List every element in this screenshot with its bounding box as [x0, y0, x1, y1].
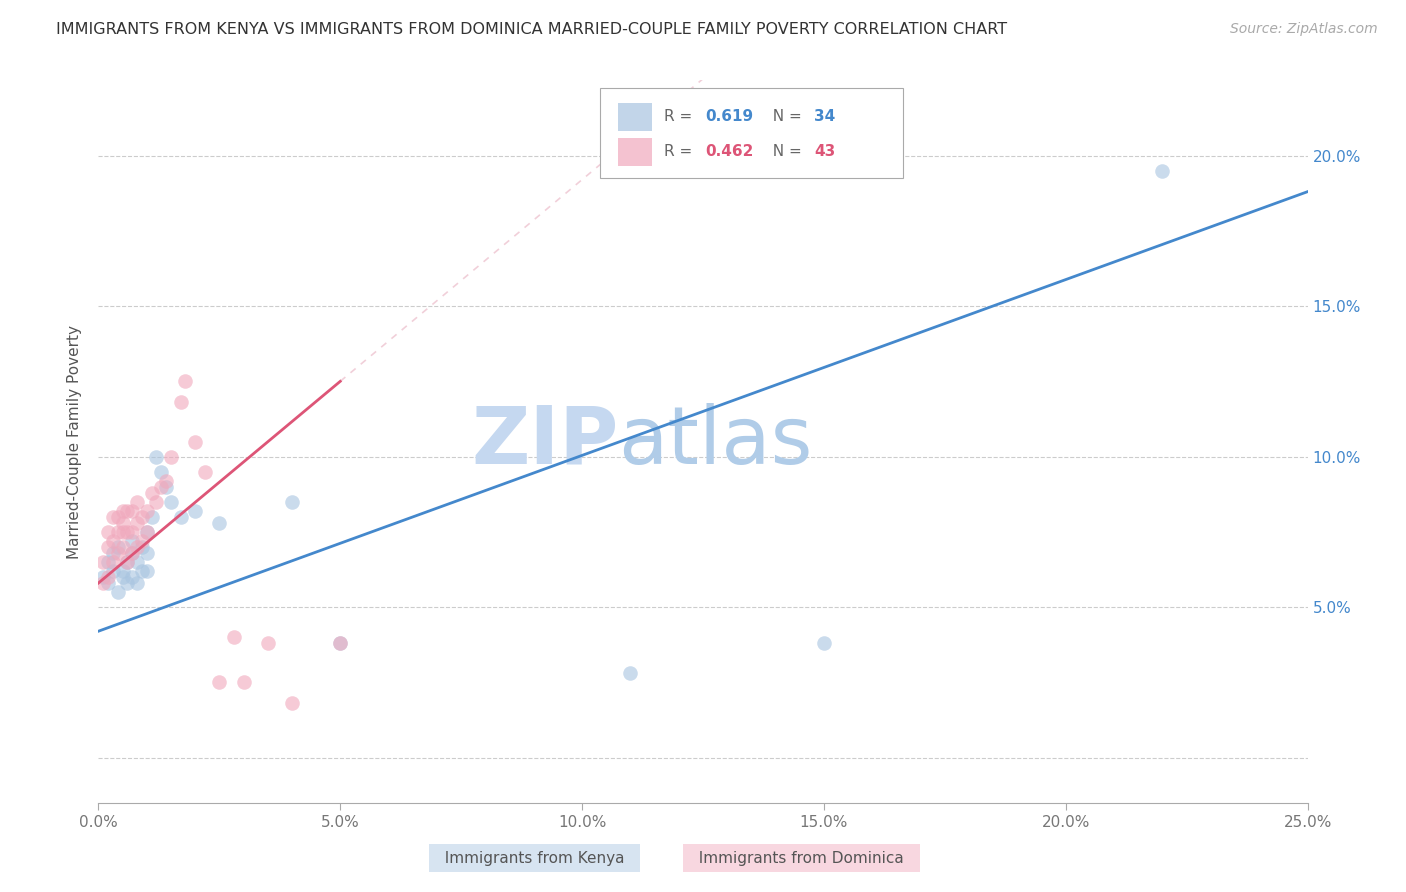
Point	[97, 524, 120, 539]
Point	[135, 524, 157, 539]
Text: Immigrants from Kenya: Immigrants from Kenya	[434, 851, 634, 865]
Point	[135, 504, 157, 518]
Point	[135, 546, 157, 560]
Point	[121, 570, 143, 584]
Text: R =: R =	[664, 110, 697, 125]
Point	[131, 509, 153, 524]
Point	[117, 555, 139, 569]
Point	[1152, 163, 1174, 178]
Point	[101, 509, 124, 524]
Point	[107, 540, 129, 554]
Point	[127, 576, 149, 591]
Point	[121, 546, 143, 560]
Point	[135, 524, 157, 539]
Point	[232, 675, 254, 690]
Point	[155, 480, 177, 494]
Y-axis label: Married-Couple Family Poverty: Married-Couple Family Poverty	[67, 325, 83, 558]
Point	[117, 576, 139, 591]
Text: ZIP: ZIP	[471, 402, 619, 481]
FancyBboxPatch shape	[600, 87, 903, 178]
Text: Immigrants from Dominica: Immigrants from Dominica	[689, 851, 914, 865]
Point	[91, 576, 114, 591]
Point	[111, 524, 134, 539]
Text: N =: N =	[763, 145, 807, 160]
Point	[281, 697, 304, 711]
Point	[150, 480, 173, 494]
Point	[117, 555, 139, 569]
Point	[107, 524, 129, 539]
Point	[97, 555, 120, 569]
Point	[97, 576, 120, 591]
Text: Source: ZipAtlas.com: Source: ZipAtlas.com	[1230, 22, 1378, 37]
Text: 34: 34	[814, 110, 835, 125]
Point	[281, 494, 304, 508]
Point	[155, 474, 177, 488]
Point	[169, 509, 191, 524]
Point	[127, 516, 149, 530]
Point	[107, 546, 129, 560]
Point	[101, 564, 124, 578]
Point	[107, 509, 129, 524]
Point	[127, 494, 149, 508]
Point	[107, 585, 129, 599]
Point	[813, 636, 835, 650]
Point	[127, 540, 149, 554]
Text: 43: 43	[814, 145, 835, 160]
Point	[208, 675, 231, 690]
Point	[111, 516, 134, 530]
Point	[141, 509, 163, 524]
Bar	[619, 103, 652, 131]
Point	[101, 555, 124, 569]
Point	[131, 540, 153, 554]
Point	[101, 533, 124, 548]
Point	[194, 465, 217, 479]
Point	[184, 434, 207, 449]
Point	[184, 504, 207, 518]
Point	[121, 524, 143, 539]
Point	[131, 564, 153, 578]
Point	[619, 666, 641, 681]
Text: 0.462: 0.462	[706, 145, 754, 160]
Point	[101, 546, 124, 560]
Point	[127, 555, 149, 569]
Point	[97, 570, 120, 584]
Point	[111, 564, 134, 578]
Point	[117, 504, 139, 518]
Point	[208, 516, 231, 530]
Point	[91, 570, 114, 584]
Point	[97, 540, 120, 554]
Point	[141, 485, 163, 500]
Point	[111, 540, 134, 554]
Point	[160, 494, 183, 508]
Point	[169, 395, 191, 409]
Bar	[619, 138, 652, 166]
Point	[329, 636, 352, 650]
Point	[145, 494, 167, 508]
Text: 0.619: 0.619	[706, 110, 754, 125]
Text: atlas: atlas	[619, 402, 813, 481]
Point	[222, 630, 245, 644]
Text: N =: N =	[763, 110, 807, 125]
Point	[174, 374, 197, 388]
Point	[256, 636, 278, 650]
Point	[121, 533, 143, 548]
Point	[117, 524, 139, 539]
Point	[121, 546, 143, 560]
Point	[329, 636, 352, 650]
Point	[150, 465, 173, 479]
Point	[111, 570, 134, 584]
Point	[160, 450, 183, 464]
Point	[111, 504, 134, 518]
Point	[131, 533, 153, 548]
Text: R =: R =	[664, 145, 697, 160]
Point	[91, 555, 114, 569]
Point	[145, 450, 167, 464]
Point	[135, 564, 157, 578]
Text: IMMIGRANTS FROM KENYA VS IMMIGRANTS FROM DOMINICA MARRIED-COUPLE FAMILY POVERTY : IMMIGRANTS FROM KENYA VS IMMIGRANTS FROM…	[56, 22, 1007, 37]
Point	[121, 504, 143, 518]
